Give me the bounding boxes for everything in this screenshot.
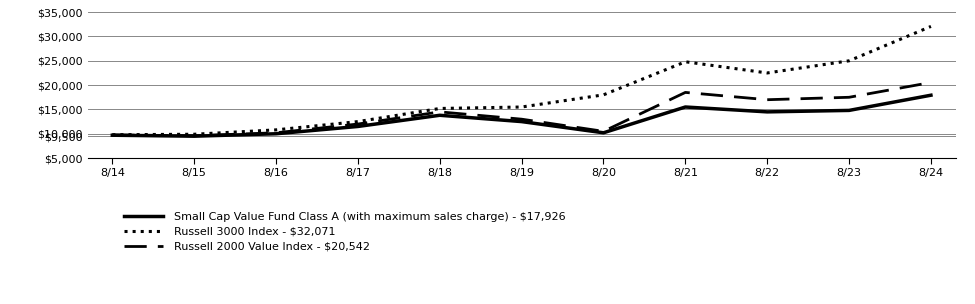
Legend: Small Cap Value Fund Class A (with maximum sales charge) - $17,926, Russell 3000: Small Cap Value Fund Class A (with maxim… bbox=[119, 207, 569, 256]
